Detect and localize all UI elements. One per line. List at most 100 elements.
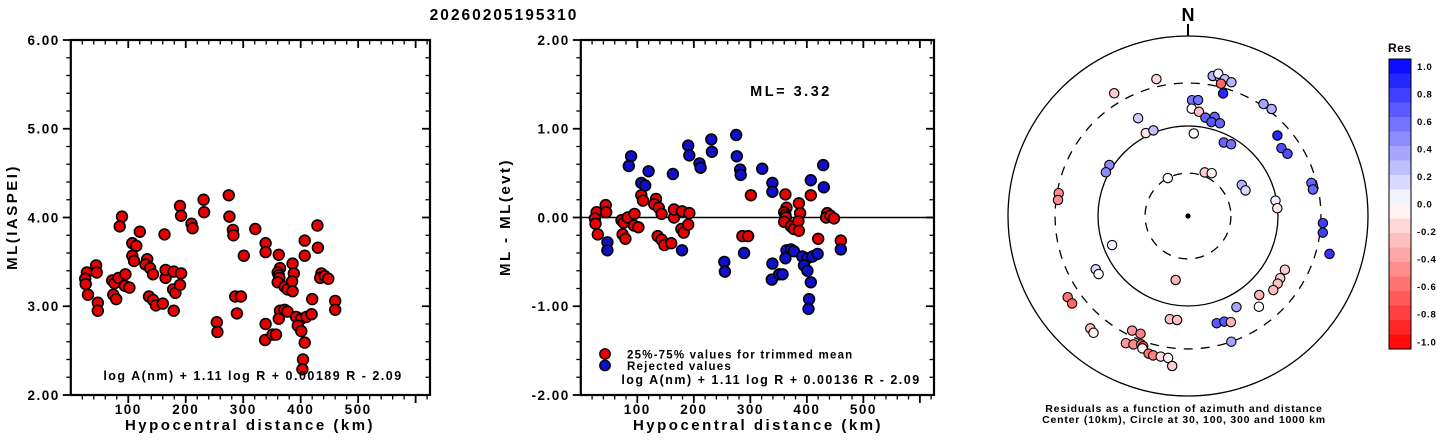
azimuth-residual-point [1215,78,1227,89]
azimuth-residual-point [1162,352,1174,364]
colorbar-tick-label: 0.0 [1417,200,1433,211]
residual-point-rejected [804,174,817,187]
residual-point-rejected [642,165,655,178]
azimuth-residual-point [1266,103,1277,115]
residual-point-accepted [741,229,755,243]
figure-title: 20260205195310 [430,7,579,24]
azimuth-residual-point [1272,202,1283,214]
azimuth-residual-point [1253,289,1265,301]
left-plot-points [78,189,342,376]
colorbar-band [1389,175,1411,190]
colorbar-tick-label: -0.8 [1417,310,1437,321]
amplitude-point [133,225,147,238]
left-plot-axes: 100 200 300 400 500 2.00 3.00 4.00 5.00 6.00 [28,33,432,417]
x-tick-label: 100 [115,402,142,417]
residual-point-rejected [811,247,824,261]
azimuth-residual-point [1206,167,1217,179]
azimuth-residual-point [1272,130,1283,141]
residual-point-rejected [734,168,747,182]
amplitude-point [249,222,262,236]
azimuth-residual-point [1052,194,1064,206]
azimuth-residual-point [1193,106,1205,118]
center-dot [1185,213,1191,219]
residual-point-accepted [804,189,817,202]
amplitude-point [211,325,224,339]
colorbar-band [1389,291,1411,306]
y-tick-label: 2.00 [538,33,570,48]
residual-point-rejected [729,128,743,142]
residual-point-rejected [718,265,732,278]
amplitude-point [237,249,251,262]
middle-plot: 100 200 300 400 500 -2.00 -1.00 0.00 1.00 2.00 ML… [497,33,936,434]
y-tick-label: 2.00 [28,388,60,403]
azimuth-residual-point [1307,184,1319,195]
colorbar-band [1389,262,1411,277]
colorbar-band [1389,146,1411,161]
azimuth-residual-point [1282,148,1293,160]
colorbar-tick-label: 0.6 [1417,117,1433,128]
amplitude-point [230,307,244,320]
residual-point-rejected [766,257,779,270]
amplitude-point [127,254,141,268]
azimuth-residual-point [1108,88,1120,99]
residual-point-accepted [632,221,645,234]
y-tick-label: 6.00 [28,33,60,48]
amplitude-point [174,209,188,222]
colorbar-band [1389,320,1411,335]
colorbar-band [1389,218,1411,234]
y-tick-label: -2.00 [532,388,570,403]
residual-point-accepted [589,217,602,230]
amplitude-point [296,363,309,376]
polar-plot-circles [1007,35,1369,397]
amplitude-point [259,317,272,331]
amplitude-point [156,297,170,310]
residual-point-accepted [628,207,641,221]
amplitude-point [173,278,187,292]
residual-point-accepted [744,189,758,202]
azimuth-residual-point [1253,301,1265,312]
x-tick-label: 300 [230,402,257,417]
azimuth-residual-point [1217,88,1229,99]
azimuth-residual-point [1166,360,1178,372]
colorbar-band [1389,334,1411,350]
amplitude-point [286,285,299,298]
y-tick-label: 1.00 [538,122,570,137]
colorbar-tick-label: -0.2 [1417,227,1437,238]
amplitude-point [269,328,283,341]
amplitude-point [146,268,160,281]
azimuth-residual-point [1066,298,1078,309]
range-circle-300km [1054,82,1322,350]
residual-point-accepted [664,237,678,250]
range-circle-100km [1097,125,1279,307]
azimuth-residual-point [1214,118,1226,129]
residual-point-accepted [811,232,825,246]
middle-ylabel: ML - ML(evt) [497,158,514,276]
amplitude-point [222,189,236,202]
residual-point-rejected [766,185,779,199]
azimuth-residual-point [1106,239,1118,251]
residual-point-rejected [802,302,815,316]
polar-caption-line1: Residuals as a function of azimuth and d… [1045,403,1322,415]
colorbar-band [1389,160,1411,176]
azimuth-residual-point [1162,172,1174,184]
legend-label-rejected: Rejected values [627,361,732,373]
left-regression-annotation: log A(nm) + 1.11 log R + 0.00189 R - 2.0… [103,369,402,383]
residual-point-accepted [591,228,604,241]
residual-point-rejected [804,276,817,289]
residual-point-rejected [730,150,743,163]
y-tick-label: 5.00 [28,122,60,137]
amplitude-point [311,219,324,232]
left-ylabel: ML(IASPEI) [4,164,21,270]
residual-point-rejected [601,244,614,257]
amplitude-point [197,206,211,219]
x-tick-label: 200 [172,402,199,417]
colorbar-tick-label: 0.2 [1417,172,1433,183]
colorbar-band [1389,88,1411,103]
colorbar-band [1389,305,1411,321]
residual-point-accepted [681,218,695,231]
residual-point-rejected [694,161,707,175]
amplitude-point [81,288,95,301]
residual-point-rejected [801,264,814,277]
north-label: N [1182,5,1195,25]
x-tick-label: 400 [287,402,314,417]
